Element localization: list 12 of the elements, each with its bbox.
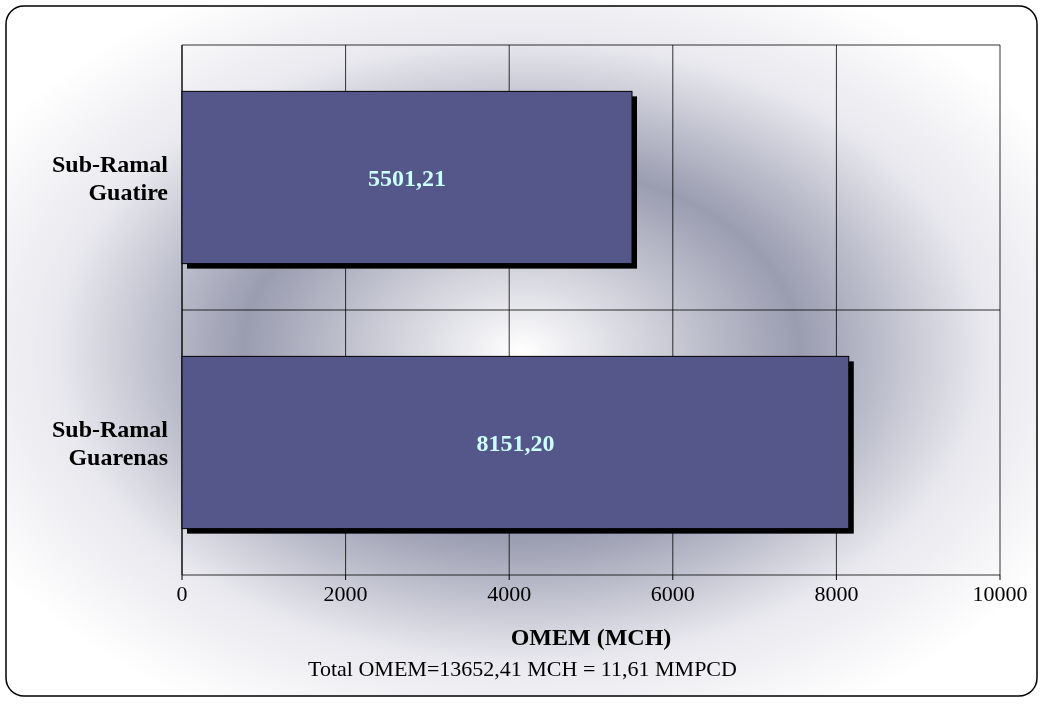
y-tick-label: Sub-Ramal Guatire: [51, 150, 169, 205]
data-label: 8151,20: [476, 429, 555, 456]
x-tick-label: 6000: [650, 581, 695, 606]
x-tick-label: 8000: [814, 581, 859, 606]
x-tick-label: 2000: [323, 581, 368, 606]
x-tick-label: 10000: [972, 581, 1028, 606]
x-tick-label: 0: [176, 581, 188, 606]
y-tick-label: Sub-Ramal Guarenas: [51, 415, 169, 470]
text: Total OMEM=13652,41 MCH = 11,61 MMPCD: [308, 656, 737, 681]
data-label: 5501,21: [368, 164, 446, 191]
x-axis-title: OMEM (MCH): [510, 624, 672, 650]
x-tick-label: 4000: [487, 581, 532, 606]
